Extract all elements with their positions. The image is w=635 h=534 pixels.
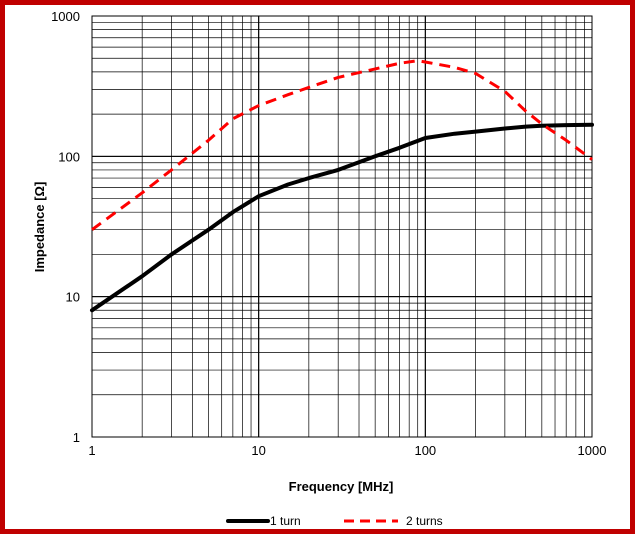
y-tick-label: 1 — [73, 430, 80, 445]
series-lines — [90, 59, 594, 313]
y-tick-label: 1000 — [51, 9, 80, 24]
plot-border — [91, 15, 593, 438]
tick-labels: 1 10 100 1000 1 10 100 1000 — [51, 9, 606, 458]
x-tick-label: 10 — [251, 443, 265, 458]
y-tick-label: 10 — [66, 290, 80, 305]
legend: 1 turn 2 turns — [226, 514, 443, 528]
series-line-2-turns — [91, 59, 593, 231]
x-tick-label: 100 — [414, 443, 436, 458]
y-tick-label: 100 — [58, 149, 80, 164]
x-axis-label: Frequency [MHz] — [289, 479, 394, 494]
series-line-1-turn — [90, 122, 594, 313]
x-tick-label: 1000 — [578, 443, 607, 458]
legend-label: 2 turns — [406, 514, 443, 528]
x-tick-label: 1 — [88, 443, 95, 458]
y-axis-label: Impedance [Ω] — [32, 182, 47, 273]
legend-label: 1 turn — [270, 514, 301, 528]
grid-lines — [91, 15, 593, 438]
